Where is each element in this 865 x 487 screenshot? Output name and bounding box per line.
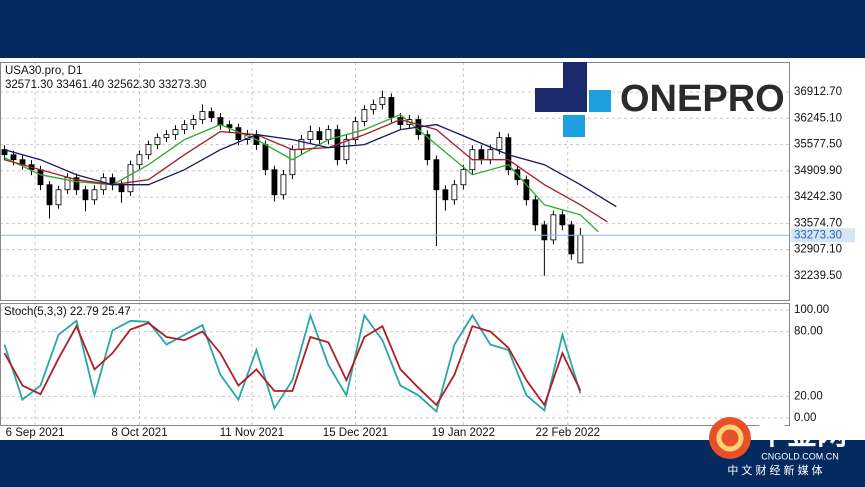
candle-body bbox=[577, 234, 584, 264]
watermark-tagline: 中 文 财 经 新 媒 体 bbox=[727, 463, 822, 477]
y-tick-label: 20.00 bbox=[794, 390, 823, 402]
candle-body bbox=[451, 184, 458, 201]
candle-body bbox=[568, 224, 575, 255]
watermark-icon bbox=[709, 417, 751, 459]
candle-body bbox=[487, 149, 494, 161]
moving-average bbox=[4, 123, 617, 208]
candle-body bbox=[325, 129, 332, 141]
y-tick-label: 32907.10 bbox=[794, 244, 842, 256]
x-tick-label: 8 Oct 2021 bbox=[111, 427, 167, 439]
stoch-k-value: 22.79 bbox=[70, 306, 99, 318]
y-tick-label: 0.00 bbox=[794, 412, 816, 424]
x-tick-label: 22 Feb 2022 bbox=[535, 427, 600, 439]
candle-body bbox=[379, 97, 386, 105]
data-layer bbox=[0, 90, 790, 414]
candle-body bbox=[127, 164, 134, 193]
candle-body bbox=[154, 137, 161, 146]
stoch-header: Stoch(5,3,3) 22.79 25.47 bbox=[4, 306, 131, 318]
last-price-box bbox=[791, 228, 855, 243]
watermark-text: 中金网 bbox=[757, 417, 847, 451]
logo-square bbox=[563, 115, 585, 137]
candle-body bbox=[172, 129, 179, 136]
logo-square bbox=[589, 90, 611, 112]
candle-body bbox=[559, 214, 566, 226]
candle-body bbox=[289, 149, 296, 176]
candle-body bbox=[460, 169, 467, 186]
chart-area bbox=[0, 58, 865, 440]
stoch-line bbox=[3, 312, 582, 414]
watermark-url: CNGOLD.COM.CN bbox=[761, 451, 839, 461]
candle-body bbox=[217, 117, 224, 126]
onepro-logo: ONEPRO bbox=[535, 62, 785, 137]
candle-body bbox=[136, 154, 143, 166]
cngold-watermark: 中金网 CNGOLD.COM.CN 中 文 财 经 新 媒 体 bbox=[709, 417, 847, 477]
candle-body bbox=[532, 199, 539, 226]
candle-body bbox=[82, 189, 89, 201]
candle-body bbox=[91, 189, 98, 201]
candle-body bbox=[271, 169, 278, 196]
candle-body bbox=[388, 97, 395, 118]
y-tick-label: 33574.70 bbox=[794, 217, 842, 229]
candle-body bbox=[10, 154, 17, 161]
symbol: USA30.pro, D1 bbox=[5, 65, 82, 77]
candle-body bbox=[190, 119, 197, 126]
stoch-pane-frame bbox=[0, 303, 790, 426]
y-tick-label: 34242.30 bbox=[794, 191, 842, 203]
y-tick-label: 80.00 bbox=[794, 326, 823, 338]
candle-body bbox=[181, 124, 188, 131]
candle-body bbox=[307, 131, 314, 141]
x-tick-label: 19 Jan 2022 bbox=[432, 427, 495, 439]
candle-body bbox=[1, 149, 8, 156]
candle-body bbox=[208, 111, 215, 118]
y-tick-label: 36245.10 bbox=[794, 112, 842, 124]
candle-body bbox=[55, 189, 62, 206]
candle-body bbox=[118, 184, 125, 193]
logo-text: ONEPRO bbox=[620, 78, 785, 120]
top-bar bbox=[0, 0, 865, 58]
stoch-d-value: 25.47 bbox=[102, 306, 131, 318]
candle-body bbox=[442, 189, 449, 201]
candle-body bbox=[478, 149, 485, 161]
candle-body bbox=[199, 111, 206, 120]
candle-body bbox=[46, 184, 53, 206]
x-tick-label: 11 Nov 2021 bbox=[220, 427, 284, 439]
candle-body bbox=[316, 131, 323, 141]
moving-average bbox=[4, 118, 608, 223]
candle-body bbox=[424, 134, 431, 161]
candle-body bbox=[370, 104, 377, 110]
candle-body bbox=[496, 137, 503, 151]
x-tick-label: 6 Sep 2021 bbox=[6, 427, 65, 439]
y-tick-label: 35577.50 bbox=[794, 139, 842, 151]
main-pane-frame bbox=[0, 62, 790, 301]
candle-body bbox=[433, 159, 440, 191]
last-price-label: 33273.30 bbox=[794, 229, 842, 241]
watermark-icon-ring bbox=[716, 424, 744, 452]
candle-body bbox=[523, 179, 530, 201]
stoch-title: Stoch(5,3,3) bbox=[4, 306, 67, 318]
candle-body bbox=[163, 134, 170, 139]
logo-mark bbox=[535, 62, 587, 112]
y-tick-label: 32239.50 bbox=[794, 270, 842, 282]
candle-body bbox=[145, 144, 152, 156]
y-tick-label: 100.00 bbox=[794, 304, 829, 316]
y-tick-label: 34909.90 bbox=[794, 165, 842, 177]
y-tick-label: 36912.70 bbox=[794, 86, 842, 98]
candle-body bbox=[343, 139, 350, 161]
x-tick-label: 15 Dec 2021 bbox=[323, 427, 388, 439]
candle-body bbox=[397, 117, 404, 126]
candle-body bbox=[37, 169, 44, 186]
candle-body bbox=[226, 124, 233, 128]
stoch-line bbox=[3, 321, 582, 407]
candle-body bbox=[361, 109, 368, 122]
candle-body bbox=[352, 121, 359, 141]
candle-body bbox=[550, 214, 557, 241]
candle-body bbox=[262, 144, 269, 171]
candle-body bbox=[280, 174, 287, 196]
ohlc: 32571.30 33461.40 32562.30 33273.30 bbox=[5, 79, 206, 91]
candle-body bbox=[541, 224, 548, 241]
candle-body bbox=[73, 177, 80, 191]
